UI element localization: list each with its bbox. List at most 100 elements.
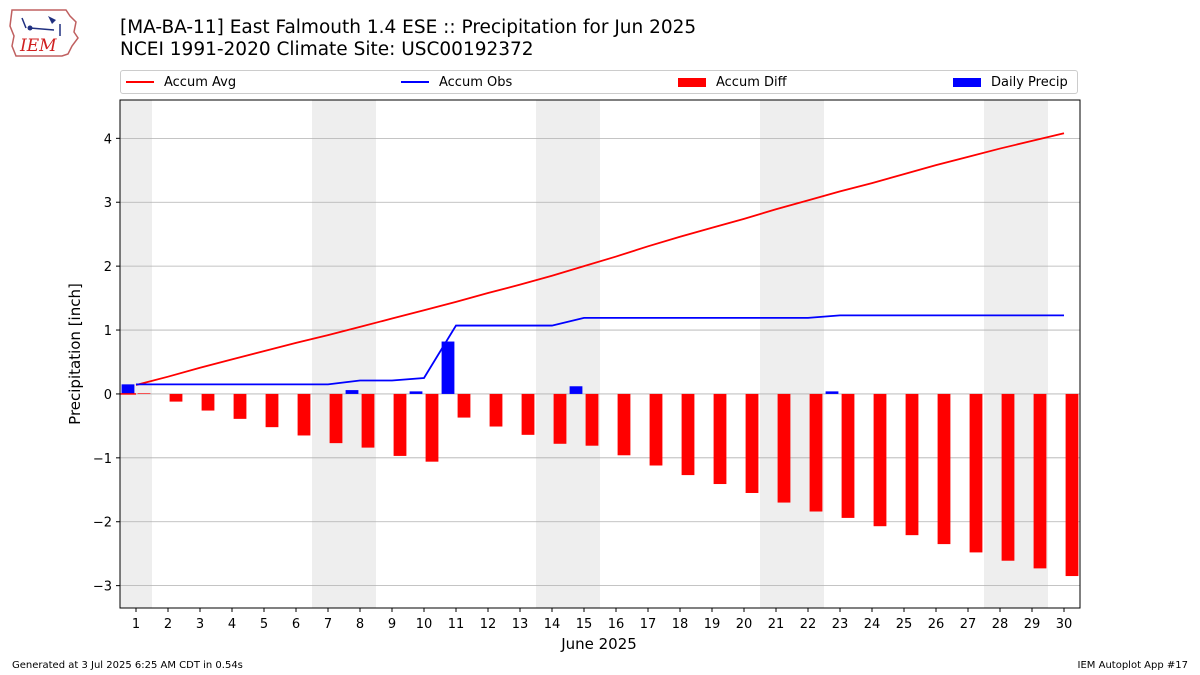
- x-tick-label: 2: [164, 617, 172, 632]
- daily-precip-bar: [569, 386, 583, 394]
- chart-title: [MA-BA-11] East Falmouth 1.4 ESE :: Prec…: [120, 17, 697, 38]
- x-tick-label: 3: [196, 617, 204, 632]
- y-axis-label: Precipitation [inch]: [66, 283, 84, 425]
- y-axis-ticks: −3 −2 −1 0 1 2 3 4: [93, 132, 120, 595]
- accum-diff-bar: [777, 393, 791, 503]
- weekend-bands: [120, 100, 1048, 608]
- x-tick-label: 19: [704, 617, 721, 632]
- legend-swatch-accum-obs: [401, 81, 429, 83]
- legend-swatch-accum-avg: [126, 81, 154, 83]
- legend-item-accum-avg: Accum Avg: [126, 74, 236, 90]
- x-tick-label: 28: [992, 617, 1009, 632]
- legend-swatch-accum-diff: [678, 77, 706, 87]
- weekend-band: [312, 100, 344, 608]
- iem-logo: IEM: [8, 6, 80, 60]
- y-tick-label: 4: [104, 132, 112, 147]
- accum-diff-bar: [329, 393, 343, 444]
- x-tick-label: 10: [416, 617, 433, 632]
- chart-subtitle: NCEI 1991-2020 Climate Site: USC00192372: [120, 39, 534, 60]
- y-tick-label: 3: [104, 196, 112, 211]
- weekend-band: [568, 100, 600, 608]
- x-tick-label: 14: [544, 617, 561, 632]
- daily-precip-bar: [345, 390, 359, 394]
- y-tick-label: 2: [104, 260, 112, 275]
- weekend-band: [760, 100, 792, 608]
- accum-diff-bar: [521, 393, 535, 435]
- accum-diff-bar: [489, 393, 503, 427]
- accum-obs-line: [136, 314, 1064, 386]
- accum-diff-bar: [713, 393, 727, 485]
- legend-label-accum-diff: Accum Diff: [716, 74, 787, 90]
- x-tick-label: 20: [736, 617, 753, 632]
- daily-precip-bar: [441, 341, 455, 394]
- daily-precip-bar: [409, 391, 423, 394]
- accum-diff-bar: [1001, 393, 1015, 561]
- accum-diff-bar: [1065, 393, 1079, 577]
- accum-diff-bar: [393, 393, 407, 456]
- accum-diff-bars: [137, 393, 1079, 577]
- x-tick-label: 13: [512, 617, 529, 632]
- accum-diff-bar: [201, 393, 215, 411]
- weekend-band: [792, 100, 824, 608]
- legend-label-accum-obs: Accum Obs: [439, 74, 513, 90]
- accum-diff-bar: [617, 393, 631, 456]
- y-tick-label: −2: [93, 516, 112, 531]
- x-tick-label: 22: [800, 617, 817, 632]
- accum-avg-line: [135, 132, 1065, 386]
- y-tick-label: −1: [93, 452, 112, 467]
- x-tick-label: 8: [356, 617, 364, 632]
- generated-timestamp: Generated at 3 Jul 2025 6:25 AM CDT in 0…: [12, 660, 243, 671]
- legend-label-daily-precip: Daily Precip: [991, 74, 1068, 90]
- accum-diff-bar: [457, 393, 471, 418]
- weekend-band: [536, 100, 568, 608]
- legend-item-accum-diff: Accum Diff: [678, 74, 787, 90]
- accum-diff-bar: [361, 393, 375, 448]
- x-tick-label: 24: [864, 617, 881, 632]
- x-tick-label: 27: [960, 617, 977, 632]
- accum-diff-bar: [937, 393, 951, 545]
- gridlines: [120, 137, 1080, 587]
- x-tick-label: 26: [928, 617, 945, 632]
- x-tick-label: 25: [896, 617, 913, 632]
- accum-diff-bar: [1033, 393, 1047, 569]
- x-tick-label: 11: [448, 617, 465, 632]
- weekend-band: [120, 100, 152, 608]
- accum-diff-bar: [649, 393, 663, 466]
- accum-diff-bar: [265, 393, 279, 428]
- x-tick-label: 7: [324, 617, 332, 632]
- accum-diff-bar: [841, 393, 855, 518]
- daily-precip-bars: [121, 341, 839, 394]
- x-tick-label: 23: [832, 617, 849, 632]
- chart-title-block: [MA-BA-11] East Falmouth 1.4 ESE :: Prec…: [120, 17, 696, 61]
- legend-label-accum-avg: Accum Avg: [164, 74, 237, 90]
- legend-item-accum-obs: Accum Obs: [401, 74, 512, 90]
- y-tick-label: 1: [104, 324, 112, 339]
- accum-diff-bar: [169, 393, 183, 402]
- plot-frame: [119, 99, 1081, 609]
- accum-diff-bar: [585, 393, 599, 446]
- accum-diff-bar: [137, 393, 151, 394]
- accum-diff-bar: [425, 393, 439, 462]
- accum-diff-bar: [297, 393, 311, 436]
- x-tick-label: 6: [292, 617, 300, 632]
- x-tick-label: 21: [768, 617, 785, 632]
- app-credit: IEM Autoplot App #17: [1077, 660, 1188, 671]
- chart-legend: Accum Avg Accum Obs Accum Diff Daily Pre…: [120, 70, 1078, 94]
- accum-diff-bar: [969, 393, 983, 553]
- y-tick-label: −3: [93, 580, 112, 595]
- x-tick-label: 5: [260, 617, 268, 632]
- legend-swatch-daily-precip: [953, 77, 981, 87]
- x-tick-label: 15: [576, 617, 593, 632]
- logo-text: IEM: [19, 36, 57, 56]
- legend-item-daily-precip: Daily Precip: [953, 74, 1068, 90]
- x-tick-label: 16: [608, 617, 625, 632]
- accum-diff-bar: [873, 393, 887, 527]
- accum-diff-bar: [681, 393, 695, 476]
- x-tick-label: 4: [228, 617, 236, 632]
- y-tick-label: 0: [104, 388, 112, 403]
- accum-lines: [120, 132, 1065, 395]
- daily-precip-bar: [825, 391, 839, 394]
- weekend-band: [344, 100, 376, 608]
- x-tick-label: 29: [1024, 617, 1041, 632]
